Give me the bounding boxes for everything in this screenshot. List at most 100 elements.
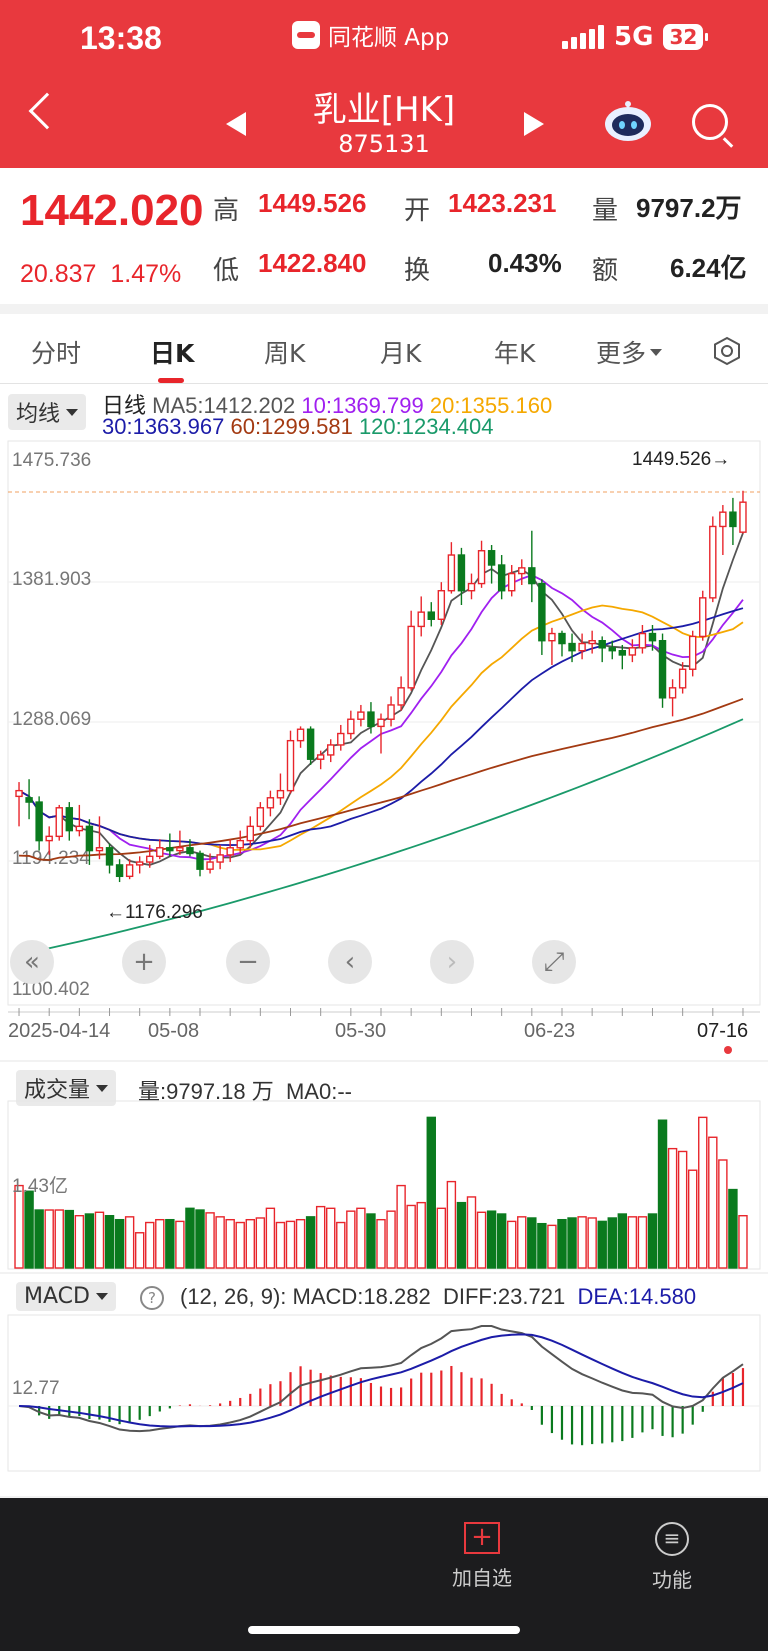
tab-monthly-k[interactable]: 月K — [380, 339, 422, 368]
candle — [337, 724, 345, 751]
macd-select[interactable]: MACD — [16, 1282, 116, 1311]
fullscreen-icon[interactable]: ⤢ — [532, 940, 576, 984]
candle-body — [739, 501, 747, 533]
volume-bar — [517, 1216, 527, 1269]
volume-bar — [587, 1217, 597, 1269]
volume-bar — [346, 1210, 356, 1269]
candle — [55, 804, 63, 841]
volume-bar — [275, 1221, 286, 1269]
rewind-icon[interactable]: « — [10, 940, 54, 984]
candle — [729, 497, 737, 546]
candle — [447, 542, 456, 594]
kline-chart[interactable]: 1475.736 1381.903 1288.069 1194.234 1100… — [0, 440, 768, 1020]
status-app: 同花顺 App — [292, 18, 449, 52]
next-stock-icon[interactable] — [524, 112, 544, 136]
tab-yearly-k[interactable]: 年K — [494, 339, 536, 368]
volume-bar — [44, 1209, 54, 1269]
candle-body — [719, 511, 727, 528]
candle — [367, 702, 375, 734]
volume-bar — [165, 1218, 175, 1269]
tab-more[interactable]: 更多 — [596, 334, 663, 370]
candle-body — [558, 632, 566, 645]
volume-bar — [225, 1218, 235, 1269]
candle — [648, 624, 657, 651]
volume-bar — [677, 1150, 688, 1269]
function-button[interactable]: ≡ 功能 — [612, 1512, 732, 1593]
candle-body — [497, 564, 506, 592]
y-tick-2: 1381.903 — [12, 569, 91, 590]
volume-bar — [436, 1207, 447, 1269]
prev-stock-icon[interactable] — [226, 112, 246, 136]
settings-icon[interactable] — [712, 336, 742, 366]
candle-body — [25, 797, 33, 803]
macd-select-label: MACD — [24, 1284, 90, 1309]
candle-body — [357, 711, 365, 720]
candle — [377, 713, 385, 754]
scroll-left-icon[interactable]: ‹ — [328, 940, 372, 984]
candle-body — [176, 847, 184, 852]
battery-icon: 32 — [663, 24, 709, 50]
indicator-select[interactable]: 均线 — [8, 394, 87, 430]
candle-body — [105, 847, 114, 866]
volume-bar — [537, 1222, 547, 1269]
candle — [166, 833, 174, 857]
candle — [25, 779, 33, 820]
candle-body — [65, 807, 74, 832]
candle-body — [387, 704, 395, 720]
tab-timeshare[interactable]: 分时 — [31, 339, 82, 368]
volume-bar — [738, 1215, 748, 1269]
volume-bar — [356, 1207, 366, 1269]
search-icon[interactable] — [692, 104, 728, 140]
scroll-right-icon[interactable]: › — [430, 940, 474, 984]
tab-daily-k[interactable]: 日K — [150, 339, 195, 368]
macd-chart[interactable]: 12.77 — [0, 1314, 768, 1496]
candle — [437, 582, 446, 625]
candle-body — [196, 852, 204, 870]
candle — [85, 819, 94, 865]
divider — [0, 1060, 768, 1062]
volume-bar — [718, 1159, 728, 1269]
volume-bar — [305, 1216, 316, 1269]
volume-bar — [54, 1209, 64, 1269]
candle-body — [256, 807, 265, 828]
open-label: 开 — [404, 195, 431, 225]
volume-ma-text: MA0:-- — [285, 1079, 352, 1104]
candle — [105, 843, 114, 874]
add-watchlist-label: 加自选 — [452, 1566, 512, 1590]
candle-body — [377, 718, 385, 728]
candle — [15, 782, 23, 827]
zoom-in-icon[interactable]: + — [122, 940, 166, 984]
candle — [719, 505, 727, 556]
candle-body — [618, 649, 627, 656]
volume-bar — [597, 1220, 607, 1269]
volume-select[interactable]: 成交量 — [16, 1070, 117, 1106]
open-value: 1423.231 — [448, 188, 557, 218]
turnover-value: 0.43% — [488, 248, 562, 278]
candle — [266, 790, 275, 817]
diff-line — [18, 1324, 744, 1433]
candle-body — [125, 864, 134, 878]
amount-value: 6.24亿 — [670, 253, 747, 283]
volume-bar — [145, 1221, 155, 1269]
zoom-out-icon[interactable]: − — [226, 940, 270, 984]
x-axis — [8, 1008, 760, 1016]
candle — [65, 802, 74, 841]
candle-body — [548, 632, 556, 642]
tab-weekly-k[interactable]: 周K — [264, 339, 306, 368]
signal-icon — [562, 25, 604, 49]
add-watchlist-button[interactable]: + 加自选 — [422, 1512, 542, 1591]
volume-label: 量 — [592, 195, 619, 225]
change-percent: 1.47% — [110, 260, 182, 288]
candle-body — [397, 687, 405, 706]
candle — [306, 726, 315, 765]
candle-body — [186, 847, 194, 855]
volume-chart[interactable]: 1.43亿 — [0, 1100, 768, 1280]
status-app-name: 同花顺 App — [328, 25, 450, 51]
help-icon[interactable]: ? — [140, 1286, 164, 1310]
volume-bar — [728, 1188, 738, 1269]
ma120-line — [18, 718, 744, 956]
network-label: 5G — [614, 22, 654, 52]
robot-assistant-icon[interactable] — [603, 100, 653, 142]
candle — [256, 802, 265, 831]
volume-bar — [617, 1213, 628, 1269]
